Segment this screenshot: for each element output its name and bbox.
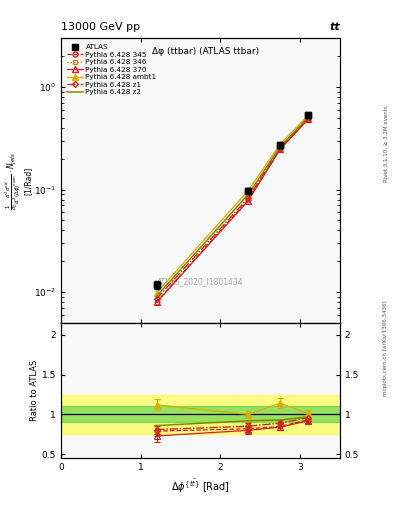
Text: mcplots.cern.ch [arXiv:1306.3436]: mcplots.cern.ch [arXiv:1306.3436] [384,301,388,396]
Text: 13000 GeV pp: 13000 GeV pp [61,22,140,32]
Y-axis label: $\frac{1}{\sigma_0}\frac{d^2\sigma^{nd}}{d^2(\Delta\phi)^{norm}}\cdot N_{jets}$
: $\frac{1}{\sigma_0}\frac{d^2\sigma^{nd}}… [3,152,32,210]
Legend: ATLAS, Pythia 6.428 345, Pythia 6.428 346, Pythia 6.428 370, Pythia 6.428 ambt1,: ATLAS, Pythia 6.428 345, Pythia 6.428 34… [64,42,159,97]
X-axis label: $\Delta\phi^{\{t\bar{t}\}}$ [Rad]: $\Delta\phi^{\{t\bar{t}\}}$ [Rad] [171,478,230,495]
Bar [61,395,340,434]
Text: ATLAS_2020_I1801434: ATLAS_2020_I1801434 [157,277,244,286]
Text: tt: tt [329,22,340,32]
Y-axis label: Ratio to ATLAS: Ratio to ATLAS [30,360,39,421]
Text: Rivet 3.1.10, ≥ 3.2M events: Rivet 3.1.10, ≥ 3.2M events [384,105,388,182]
Bar [61,407,340,422]
Text: Δφ (ttbar) (ATLAS ttbar): Δφ (ttbar) (ATLAS ttbar) [152,47,259,56]
